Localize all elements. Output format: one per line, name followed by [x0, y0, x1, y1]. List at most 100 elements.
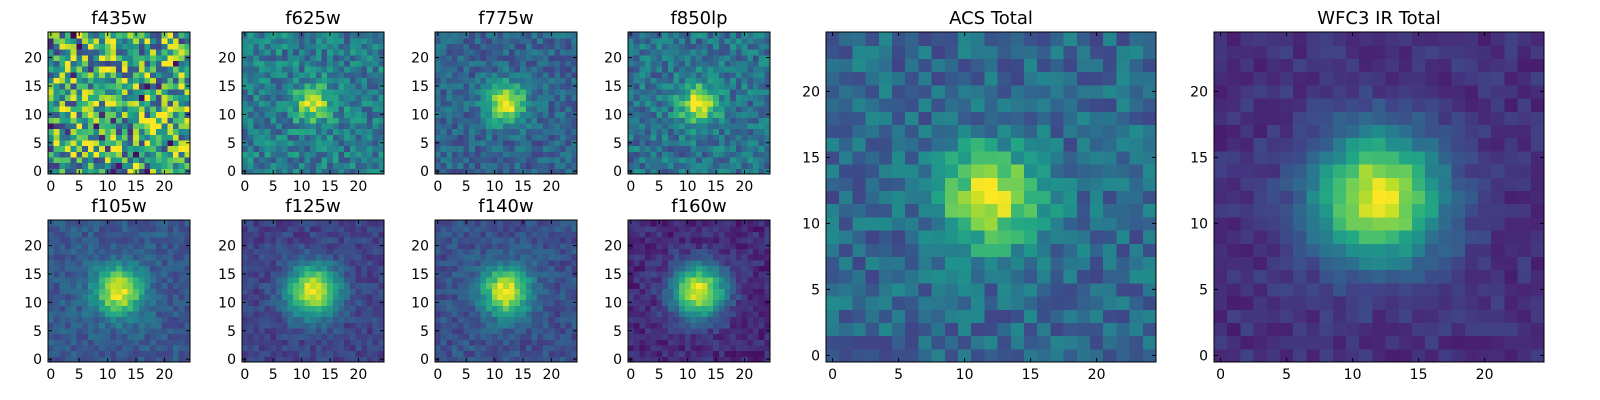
heatmap-cell — [542, 316, 550, 323]
heatmap-cell — [684, 151, 692, 158]
heatmap-cell — [565, 77, 572, 84]
heatmap-cell — [264, 356, 271, 363]
heatmap-cells-f625w — [242, 32, 385, 175]
heatmap-cell — [82, 310, 89, 318]
heatmap-cell — [259, 139, 266, 147]
heatmap-cell — [259, 254, 266, 261]
heatmap-cell — [435, 94, 442, 101]
heatmap-cell — [298, 134, 306, 141]
heatmap-cell — [503, 271, 510, 278]
heatmap-cell — [276, 220, 283, 227]
heatmap-cell — [76, 237, 83, 244]
heatmap-cell — [491, 327, 499, 335]
heatmap-cell — [508, 282, 516, 289]
heatmap-cell — [355, 242, 362, 249]
heatmap-cell — [520, 276, 527, 284]
heatmap-cell — [486, 32, 493, 39]
heatmap-cell — [480, 134, 487, 141]
heatmap-cell — [542, 339, 550, 346]
heatmap-cell — [253, 168, 260, 175]
heatmap-cell — [161, 134, 168, 141]
heatmap-cell — [752, 128, 760, 135]
heatmap-cell — [167, 259, 174, 267]
heatmap-cell — [59, 54, 66, 61]
heatmap-cell — [463, 122, 470, 130]
heatmap-cell — [372, 259, 379, 267]
heatmap-cell — [650, 168, 657, 175]
heatmap-cell — [730, 43, 737, 50]
heatmap-cell — [321, 83, 328, 90]
heatmap-cell — [718, 282, 726, 289]
heatmap-cell — [463, 225, 470, 232]
heatmap-cell — [684, 305, 692, 312]
heatmap-cell — [497, 237, 504, 244]
heatmap-cell — [253, 111, 260, 118]
heatmap-cell — [565, 54, 572, 61]
heatmap-cell — [463, 156, 470, 164]
heatmap-cell — [287, 225, 294, 232]
heatmap-cell — [537, 122, 544, 130]
heatmap-cell — [452, 100, 459, 107]
heatmap-cell — [684, 77, 692, 84]
heatmap-cell — [531, 122, 538, 130]
heatmap-cell — [559, 60, 567, 67]
heatmap-cell — [735, 339, 743, 346]
heatmap-cell — [571, 344, 578, 352]
heatmap-cell — [440, 305, 447, 312]
heatmap-cell — [514, 43, 521, 50]
heatmap-cell — [463, 242, 470, 249]
heatmap-cell — [662, 88, 669, 96]
heatmap-cell — [116, 299, 123, 306]
heatmap-cell — [559, 54, 567, 61]
heatmap-cell — [372, 310, 379, 318]
heatmap-cell — [667, 66, 675, 73]
heatmap-cell — [259, 100, 266, 107]
heatmap-cell — [565, 305, 572, 312]
heatmap-cell — [293, 242, 300, 249]
heatmap-cell — [457, 333, 464, 340]
heatmap-cell — [758, 145, 765, 152]
heatmap-cell — [247, 356, 254, 363]
heatmap-cell — [372, 299, 379, 306]
heatmap-cell — [457, 49, 464, 56]
heatmap-cell — [287, 105, 294, 113]
heatmap-cell — [65, 339, 72, 346]
heatmap-cell — [87, 49, 95, 56]
heatmap-cell — [752, 151, 760, 158]
heatmap-cell — [361, 71, 368, 79]
heatmap-cell — [372, 271, 379, 278]
heatmap-cell — [713, 333, 720, 340]
heatmap-cell — [259, 265, 266, 272]
x-tick-label: 0 — [240, 367, 249, 383]
heatmap-cell — [486, 339, 493, 346]
heatmap-cell — [690, 37, 697, 44]
heatmap-cell — [548, 276, 555, 284]
panel-title: f105w — [91, 196, 146, 217]
heatmap-cell — [718, 316, 726, 323]
heatmap-cell — [514, 242, 521, 249]
heatmap-cell — [121, 100, 129, 107]
heatmap-cell — [298, 162, 306, 169]
heatmap-cell — [525, 88, 533, 96]
heatmap-cell — [730, 316, 737, 323]
heatmap-cell — [293, 60, 300, 67]
heatmap-cell — [87, 339, 95, 346]
heatmap-cell — [298, 43, 306, 50]
heatmap-cell — [321, 100, 328, 107]
heatmap-cell — [355, 225, 362, 232]
heatmap-cell — [178, 305, 185, 312]
heatmap-cell — [167, 105, 174, 113]
heatmap-cell — [133, 151, 140, 158]
heatmap-cell — [366, 43, 374, 50]
heatmap-cell — [259, 122, 266, 130]
heatmap-cell — [276, 88, 283, 96]
heatmap-cell — [554, 327, 561, 335]
heatmap-cell — [531, 156, 538, 164]
heatmap-cell — [264, 77, 271, 84]
heatmap-cell — [537, 128, 544, 135]
heatmap-cell — [121, 350, 129, 357]
heatmap-cell — [656, 105, 663, 113]
heatmap-cell — [65, 49, 72, 56]
heatmap-cell — [690, 43, 697, 50]
